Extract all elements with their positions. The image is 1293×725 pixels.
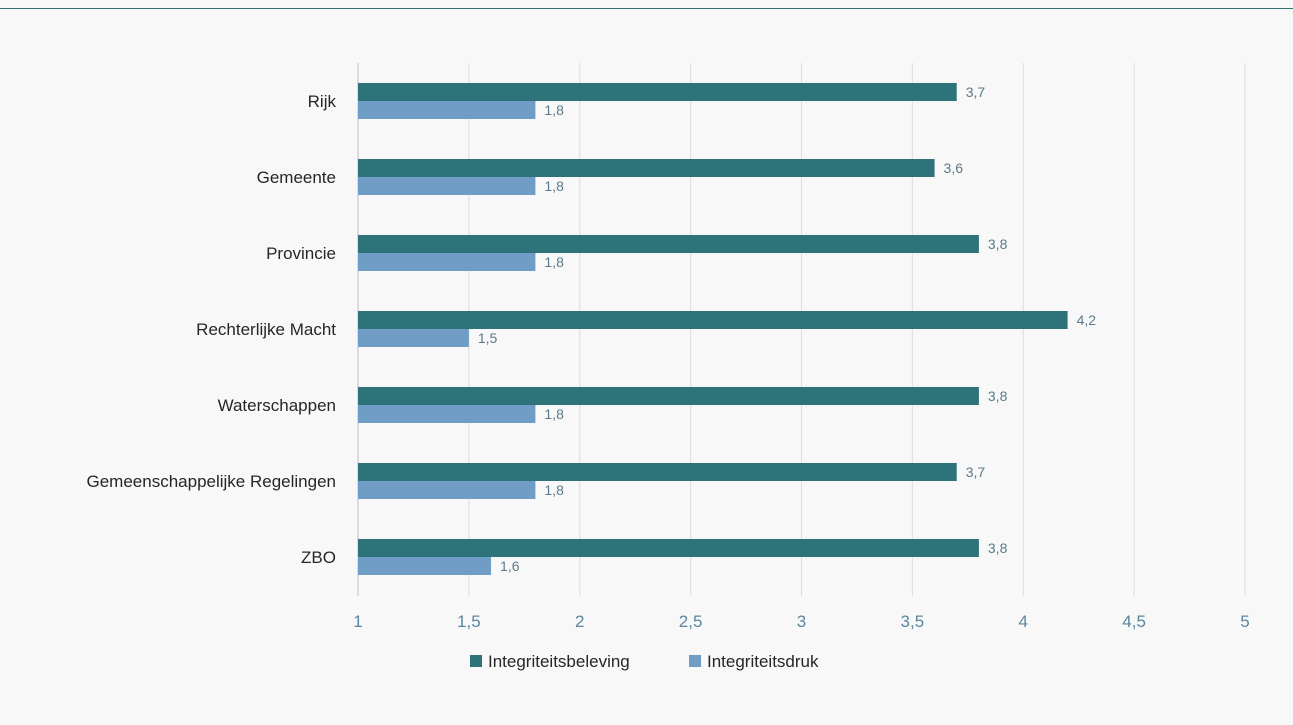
legend-label: Integriteitsbeleving [488,652,630,671]
data-label: 1,8 [544,406,564,422]
category-label: Rijk [308,92,337,111]
label-layer: 3,7 1,8 3,6 1,8 3,8 1,8 4,2 1,5 3,8 1,8 3,7 1,8 3,8 1… [478,84,1096,574]
x-tick-label: 2,5 [679,612,703,631]
bar-integriteitsdruk [358,557,492,575]
legend-swatch [470,655,482,667]
data-label: 1,8 [544,102,564,118]
bar-integriteitsbeleving [358,463,957,481]
data-label: 3,7 [966,84,986,100]
bar-integriteitsbeleving [358,159,935,177]
data-label: 1,5 [478,330,498,346]
x-tick-label: 2 [575,612,584,631]
bar-integriteitsbeleving [358,311,1068,329]
grid-layer [357,63,1246,596]
bar-integriteitsbeleving [358,387,979,405]
x-tick-label: 3 [797,612,806,631]
category-label: Gemeente [257,168,336,187]
bar-integriteitsdruk [358,329,469,347]
category-label: ZBO [301,548,336,567]
y-axis: Rijk Gemeente Provincie Rechterlijke Macht W… [87,92,337,567]
x-tick-label: 5 [1240,612,1249,631]
data-label: 1,6 [500,558,520,574]
data-label: 3,8 [988,236,1008,252]
bar-integriteitsbeleving [358,235,979,253]
category-label: Rechterlijke Macht [196,320,336,339]
category-label: Provincie [266,244,336,263]
bar-layer [358,83,1068,575]
bar-integriteitsdruk [358,101,536,119]
data-label: 3,8 [988,540,1008,556]
data-label: 3,7 [966,464,986,480]
x-tick-label: 4,5 [1122,612,1146,631]
bar-integriteitsdruk [358,405,536,423]
bar-integriteitsbeleving [358,539,979,557]
data-label: 1,8 [544,254,564,270]
legend-swatch [689,655,701,667]
data-label: 3,8 [988,388,1008,404]
x-tick-label: 4 [1019,612,1028,631]
x-tick-label: 1 [353,612,362,631]
bar-integriteitsbeleving [358,83,957,101]
bar-integriteitsdruk [358,481,536,499]
x-tick-label: 3,5 [901,612,925,631]
bar-integriteitsdruk [358,177,536,195]
category-label: Gemeenschappelijke Regelingen [87,472,337,491]
data-label: 1,8 [544,178,564,194]
legend-label: Integriteitsdruk [707,652,819,671]
x-axis: 1 1,5 2 2,5 3 3,5 4 4,5 5 [353,612,1249,631]
data-label: 4,2 [1077,312,1097,328]
legend: Integriteitsbeleving Integriteitsdruk [470,652,819,671]
top-rule [0,8,1293,9]
data-label: 3,6 [944,160,964,176]
x-tick-label: 1,5 [457,612,481,631]
bar-integriteitsdruk [358,253,536,271]
data-label: 1,8 [544,482,564,498]
category-label: Waterschappen [218,396,336,415]
